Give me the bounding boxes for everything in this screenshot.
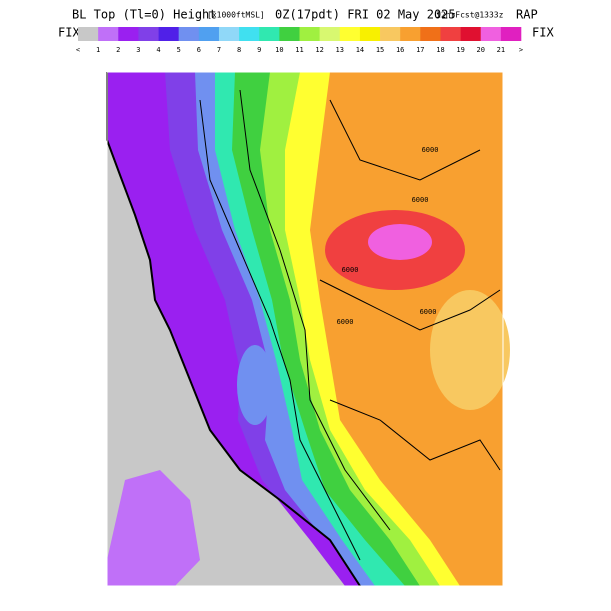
colorbar-swatch xyxy=(259,27,280,41)
contour-label: 6000 xyxy=(342,266,359,274)
colorbar-swatch xyxy=(279,27,300,41)
colorbar-swatch xyxy=(359,27,381,41)
map: 6000 6000 6000 6000 6000 xyxy=(106,71,510,587)
colorbar-label: 16 xyxy=(396,46,404,54)
contour-label: 6000 xyxy=(337,318,354,326)
fix-right: FIX xyxy=(532,26,554,40)
colorbar-label: 9 xyxy=(257,46,261,54)
contour-line xyxy=(239,89,391,531)
colorbar-label: 8 xyxy=(237,46,241,54)
colorbar-swatch xyxy=(138,27,159,41)
colorbar-swatch xyxy=(239,27,260,41)
colorbar-swatch xyxy=(198,27,220,41)
colorbar-label: 21 xyxy=(497,46,505,54)
colorbar-swatch xyxy=(178,27,200,41)
orange-region xyxy=(430,290,510,410)
colorbar-swatch xyxy=(319,27,341,41)
colorbar-swatch xyxy=(299,27,320,41)
colorbar-swatch xyxy=(380,27,401,41)
colorbar-label: 11 xyxy=(295,46,303,54)
contour-label: 6000 xyxy=(422,146,439,154)
colorbar-swatch xyxy=(460,27,482,41)
colorbar-label: > xyxy=(519,46,523,54)
colorbar-swatch xyxy=(339,27,361,41)
colorbar-swatch xyxy=(500,27,522,41)
coastline xyxy=(106,72,361,587)
colorbar-label: 3 xyxy=(136,46,140,54)
colorbar-label: 1 xyxy=(96,46,100,54)
colorbar-label: 20 xyxy=(477,46,485,54)
colorbar-label: 14 xyxy=(356,46,364,54)
high-region xyxy=(368,224,432,260)
units: [x1000ftMSL] xyxy=(207,11,265,20)
colorbar-swatch xyxy=(118,27,139,41)
forecast: 12hrFcst@1333z xyxy=(436,11,504,20)
contour-label: 6000 xyxy=(420,308,437,316)
title: BL Top (Tl=0) Height xyxy=(72,8,217,22)
height-band xyxy=(107,72,360,586)
contour-line xyxy=(199,99,361,561)
colorbar-label: 13 xyxy=(336,46,344,54)
colorbar: <1 2 3 4 5 6 7 8 9 10 11 12 13 14 15 16 17 18 19 20 21 > xyxy=(76,27,523,54)
blue-region xyxy=(237,345,273,425)
colorbar-swatch xyxy=(420,27,441,41)
colorbar-swatch xyxy=(440,27,461,41)
colorbar-swatch xyxy=(218,27,240,41)
colorbar-label: 19 xyxy=(456,46,464,54)
model: RAP xyxy=(516,8,538,22)
fix-left: FIX xyxy=(58,26,80,40)
colorbar-label: 10 xyxy=(275,46,283,54)
contour-label: 6000 xyxy=(412,196,429,204)
contour-line xyxy=(319,279,501,331)
contour-line xyxy=(329,99,481,181)
colorbar-swatch xyxy=(158,27,179,41)
colorbar-label: 15 xyxy=(376,46,384,54)
colorbar-swatch xyxy=(400,27,421,41)
valid-time: 0Z(17pdt) FRI 02 May 2025 xyxy=(275,8,456,22)
colorbar-label: 6 xyxy=(197,46,201,54)
colorbar-label: 5 xyxy=(177,46,181,54)
colorbar-label: 17 xyxy=(416,46,424,54)
colorbar-label: 7 xyxy=(217,46,221,54)
colorbar-swatch xyxy=(78,27,99,41)
contour-line xyxy=(329,399,501,471)
colorbar-label: 4 xyxy=(156,46,160,54)
colorbar-label: 12 xyxy=(315,46,323,54)
colorbar-label: 18 xyxy=(436,46,444,54)
colorbar-label: 2 xyxy=(116,46,120,54)
map-frame xyxy=(106,71,504,587)
colorbar-swatch xyxy=(480,27,502,41)
ocean-region xyxy=(107,470,200,586)
colorbar-swatch xyxy=(98,27,119,41)
colorbar-label: < xyxy=(76,46,80,54)
